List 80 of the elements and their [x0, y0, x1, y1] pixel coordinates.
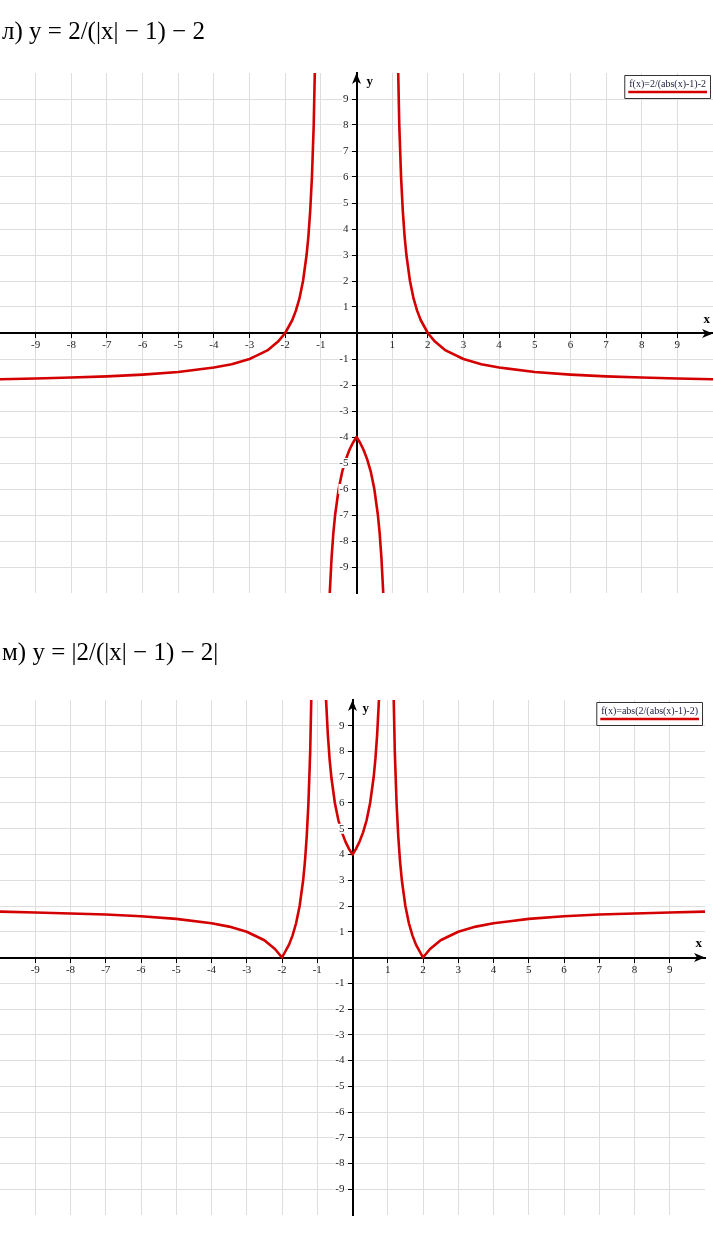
- x-tick-label: -2: [280, 338, 290, 351]
- y-axis-title: y: [366, 72, 374, 88]
- x-tick-label: 9: [667, 962, 673, 975]
- y-tick-label: -9: [335, 1182, 345, 1195]
- y-tick-label: -2: [335, 1001, 345, 1014]
- y-tick-label: 4: [339, 847, 345, 860]
- x-tick-label: -6: [136, 962, 147, 975]
- y-tick-label: 1: [339, 924, 345, 937]
- x-axis-title: x: [695, 935, 703, 951]
- x-tick-label: -3: [242, 962, 252, 975]
- chart-title: л) y = 2/(|x| − 1) − 2: [2, 16, 205, 46]
- y-tick-label: 7: [339, 770, 345, 783]
- y-tick-label: -4: [335, 1053, 345, 1066]
- y-tick-label: -5: [335, 1079, 345, 1092]
- y-tick-label: -8: [335, 1156, 345, 1169]
- x-tick-label: 7: [596, 962, 603, 975]
- y-tick-label: -5: [339, 455, 349, 468]
- y-tick-label: 7: [343, 143, 349, 156]
- y-tick-label: 4: [343, 221, 349, 234]
- y-tick-label: -1: [335, 976, 345, 989]
- y-tick-label: -3: [339, 403, 349, 416]
- x-tick-label: 6: [561, 962, 568, 975]
- y-tick-label: -8: [339, 533, 349, 546]
- x-tick-label: -8: [65, 962, 76, 975]
- y-tick-label: 8: [343, 117, 349, 130]
- x-tick-label: 3: [460, 338, 467, 351]
- y-tick-label: 9: [339, 718, 345, 731]
- x-tick-label: -6: [138, 338, 148, 351]
- y-tick-label: 6: [339, 795, 345, 808]
- x-tick-label: 3: [455, 962, 462, 975]
- x-tick-label: -3: [244, 338, 255, 351]
- y-tick-label: 6: [343, 169, 349, 182]
- x-tick-label: 2: [425, 338, 431, 351]
- x-tick-label: 7: [603, 338, 610, 351]
- x-tick-label: -2: [277, 962, 287, 975]
- chart-title: м) y = |2/(|x| − 1) − 2|: [2, 637, 219, 667]
- x-tick-label: 4: [490, 962, 497, 975]
- x-tick-label: -5: [171, 962, 182, 975]
- y-tick-label: 3: [339, 873, 345, 886]
- x-tick-label: 4: [496, 338, 503, 351]
- x-tick-label: -5: [173, 338, 184, 351]
- y-tick-label: -3: [335, 1027, 345, 1040]
- x-tick-label: 1: [389, 338, 395, 351]
- x-tick-label: -1: [312, 962, 322, 975]
- text: f(x)=2/(abs(x)-1)-2: [629, 77, 706, 90]
- x-tick-label: -7: [102, 338, 113, 351]
- x-tick-label: -1: [316, 338, 326, 351]
- y-tick-label: 5: [339, 821, 345, 834]
- y-tick-label: -6: [339, 481, 349, 494]
- x-tick-label: 9: [674, 338, 681, 351]
- y-tick-label: 2: [343, 273, 349, 286]
- x-tick-label: 2: [420, 962, 426, 975]
- x-tick-label: 8: [638, 338, 645, 351]
- y-tick-label: -9: [339, 559, 349, 572]
- y-tick-label: -2: [339, 377, 349, 390]
- x-tick-label: 6: [567, 338, 574, 351]
- x-tick-label: 5: [532, 338, 538, 351]
- y-tick-label: -6: [335, 1104, 345, 1117]
- x-tick-label: -7: [101, 962, 111, 975]
- x-tick-label: -9: [30, 962, 41, 975]
- y-tick-label: -7: [335, 1130, 345, 1143]
- y-tick-label: 2: [339, 898, 345, 911]
- y-axis-title: y: [362, 699, 370, 715]
- x-tick-label: 5: [526, 962, 532, 975]
- y-tick-label: 9: [343, 91, 349, 104]
- x-tick-label: 8: [631, 962, 638, 975]
- x-tick-label: -8: [66, 338, 77, 351]
- y-tick-label: 1: [343, 299, 349, 312]
- y-tick-label: 5: [343, 195, 349, 208]
- x-tick-label: -4: [206, 962, 217, 975]
- x-tick-label: 1: [385, 962, 391, 975]
- x-tick-label: -4: [209, 338, 219, 351]
- x-tick-label: -9: [31, 338, 41, 351]
- text: f(x)=abs(2/(abs(x)-1)-2): [601, 704, 699, 717]
- y-tick-label: 8: [339, 744, 345, 757]
- y-tick-label: -1: [339, 351, 349, 364]
- y-tick-label: -4: [339, 429, 349, 442]
- y-tick-label: 3: [343, 247, 349, 260]
- y-tick-label: -7: [339, 507, 349, 520]
- x-axis-title: x: [703, 310, 711, 326]
